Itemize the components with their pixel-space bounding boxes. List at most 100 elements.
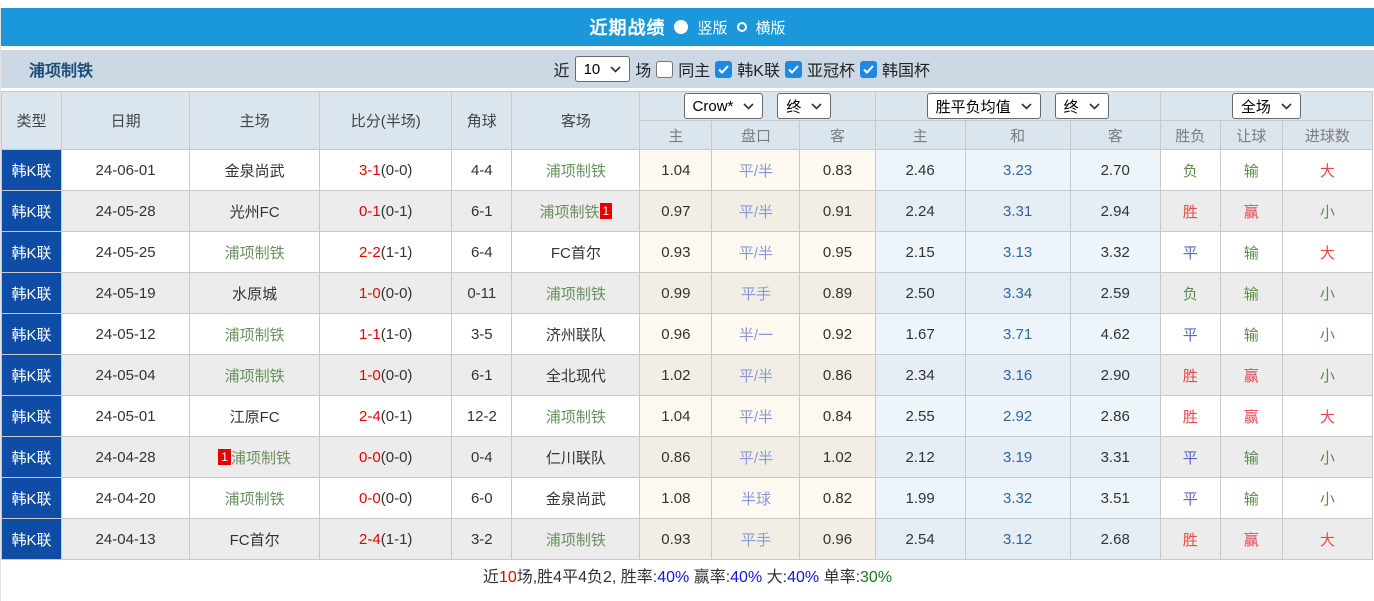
cell-score: 1-0(0-0) <box>319 272 453 314</box>
cell-handicap-result: 输 <box>1219 272 1283 314</box>
chevron-down-icon <box>1021 102 1032 110</box>
cell-avg-draw-odds: 3.34 <box>964 272 1071 314</box>
table-row: 韩K联 24-05-12 浦项制铁 1-1(1-0) 3-5 济州联队 0.96… <box>0 313 1374 355</box>
away-team-name: 浦项制铁 <box>545 531 606 549</box>
cell-result: 平 <box>1159 231 1221 273</box>
cell-league-type: 韩K联 <box>0 477 63 519</box>
results-body: 韩K联 24-06-01 金泉尚武 3-1(0-0) 4-4 浦项制铁 1.04… <box>0 149 1374 560</box>
radio-horizontal-label[interactable]: 横版 <box>755 19 786 37</box>
cell-date: 24-05-25 <box>61 231 191 273</box>
cell-corners: 3-5 <box>451 313 513 355</box>
same-home-checkbox[interactable] <box>656 60 674 78</box>
cell-league-type: 韩K联 <box>0 272 63 314</box>
league-koreacup-checkbox[interactable] <box>859 60 877 78</box>
col-header-corner: 角球 <box>451 91 513 150</box>
cell-corners: 0-4 <box>451 436 513 478</box>
cell-corners: 6-4 <box>451 231 513 273</box>
cell-score: 0-0(0-0) <box>319 436 453 478</box>
cell-ah-away-odds: 0.89 <box>799 272 876 314</box>
filter-bar: 浦项制铁 近 10 场 同主 韩K联 亚冠杯 韩国杯 <box>1 50 1374 88</box>
handicap-result-value: 输 <box>1243 244 1259 262</box>
cell-goals-result: 小 <box>1281 272 1374 314</box>
league-acl-checkbox[interactable] <box>784 60 802 78</box>
cell-goals-result: 小 <box>1281 477 1374 519</box>
cell-avg-home-odds: 1.67 <box>874 313 966 355</box>
league-acl-label[interactable]: 亚冠杯 <box>806 63 855 80</box>
table-row: 韩K联 24-05-25 浦项制铁 2-2(1-1) 6-4 FC首尔 0.93… <box>0 231 1374 273</box>
away-team-name: 浦项制铁 <box>545 162 606 180</box>
avg-time-select[interactable]: 终 <box>1054 93 1109 119</box>
radio-horizontal-layout[interactable] <box>736 22 747 32</box>
goals-result-value: 大 <box>1319 162 1335 180</box>
cell-avg-home-odds: 1.99 <box>874 477 966 519</box>
league-koreacup-label[interactable]: 韩国杯 <box>881 63 930 80</box>
stats-single-label: 单率: <box>819 569 861 586</box>
full-time-score: 2-2 <box>359 243 381 261</box>
home-team-name: FC首尔 <box>229 531 280 549</box>
radio-vertical-layout[interactable] <box>674 20 689 34</box>
cell-home-team: FC首尔 <box>189 518 321 560</box>
cell-avg-home-odds: 2.55 <box>874 395 966 437</box>
cell-avg-draw-odds: 3.71 <box>964 313 1071 355</box>
avg-odds-select[interactable]: 胜平负均值 <box>926 93 1041 119</box>
cell-goals-result: 小 <box>1281 354 1374 396</box>
handicap-result-value: 输 <box>1243 326 1259 344</box>
cell-result: 负 <box>1159 272 1221 314</box>
matches-label: 场 <box>635 63 652 80</box>
same-home-label[interactable]: 同主 <box>678 63 711 80</box>
cell-avg-draw-odds: 3.31 <box>964 190 1071 232</box>
stats-match-count: 10 <box>498 569 517 586</box>
league-kleague-label[interactable]: 韩K联 <box>737 63 780 80</box>
goals-result-value: 大 <box>1319 244 1335 262</box>
full-time-score: 1-0 <box>359 366 381 384</box>
header-sub-row: 主 盘口 客 主 和 客 胜负 让球 进球数 <box>2 120 1374 150</box>
cell-ah-away-odds: 0.86 <box>799 354 876 396</box>
cell-avg-away-odds: 2.68 <box>1069 518 1161 560</box>
cell-home-team: 浦项制铁 <box>189 477 321 519</box>
cell-date: 24-05-19 <box>61 272 191 314</box>
full-time-score: 2-4 <box>359 407 381 425</box>
table-row: 韩K联 24-04-28 1 浦项制铁 0-0(0-0) 0-4 仁川联队 0.8… <box>0 436 1374 478</box>
goals-result-value: 大 <box>1319 531 1335 549</box>
sub-header-ah-line: 盘口 <box>711 120 801 150</box>
cell-avg-away-odds: 4.62 <box>1069 313 1161 355</box>
full-time-score: 0-1 <box>359 202 381 220</box>
result-value: 负 <box>1182 285 1198 303</box>
cell-ah-home-odds: 1.02 <box>639 354 713 396</box>
cell-corners: 0-11 <box>451 272 513 314</box>
match-count-select[interactable]: 10 <box>574 56 631 82</box>
cell-goals-result: 大 <box>1281 149 1374 191</box>
ah-time-select[interactable]: 终 <box>777 93 832 119</box>
cell-avg-home-odds: 2.46 <box>874 149 966 191</box>
result-value: 平 <box>1182 244 1198 262</box>
full-time-score: 1-1 <box>359 325 381 343</box>
sub-header-avg-home: 主 <box>874 120 966 150</box>
cell-home-team: 浦项制铁 <box>189 231 321 273</box>
cell-ah-away-odds: 0.96 <box>799 518 876 560</box>
league-kleague-checkbox[interactable] <box>715 60 733 78</box>
cell-handicap-result: 赢 <box>1219 395 1283 437</box>
cell-avg-home-odds: 2.15 <box>874 231 966 273</box>
cell-goals-result: 大 <box>1281 395 1374 437</box>
cell-goals-result: 小 <box>1281 190 1374 232</box>
bookmaker-select[interactable]: Crow* <box>683 93 764 119</box>
cell-result: 负 <box>1159 149 1221 191</box>
team-name-title: 浦项制铁 <box>29 63 94 80</box>
cell-avg-away-odds: 2.94 <box>1069 190 1161 232</box>
cell-avg-draw-odds: 3.32 <box>964 477 1071 519</box>
half-time-score: (1-1) <box>380 530 413 548</box>
cell-corners: 4-4 <box>451 149 513 191</box>
chevron-down-icon <box>811 102 822 110</box>
cell-home-team: 光州FC <box>189 190 321 232</box>
cell-avg-away-odds: 3.32 <box>1069 231 1161 273</box>
full-match-select[interactable]: 全场 <box>1231 93 1301 119</box>
result-value: 胜 <box>1182 531 1198 549</box>
cell-date: 24-04-13 <box>61 518 191 560</box>
half-time-score: (0-1) <box>380 407 413 425</box>
half-time-score: (0-0) <box>380 448 413 466</box>
cell-avg-draw-odds: 3.12 <box>964 518 1071 560</box>
col-header-date: 日期 <box>61 91 191 150</box>
table-row: 韩K联 24-04-20 浦项制铁 0-0(0-0) 6-0 金泉尚武 1.08… <box>0 477 1374 519</box>
away-team-name: 浦项制铁 <box>539 203 600 221</box>
radio-vertical-label[interactable]: 竖版 <box>697 19 728 37</box>
